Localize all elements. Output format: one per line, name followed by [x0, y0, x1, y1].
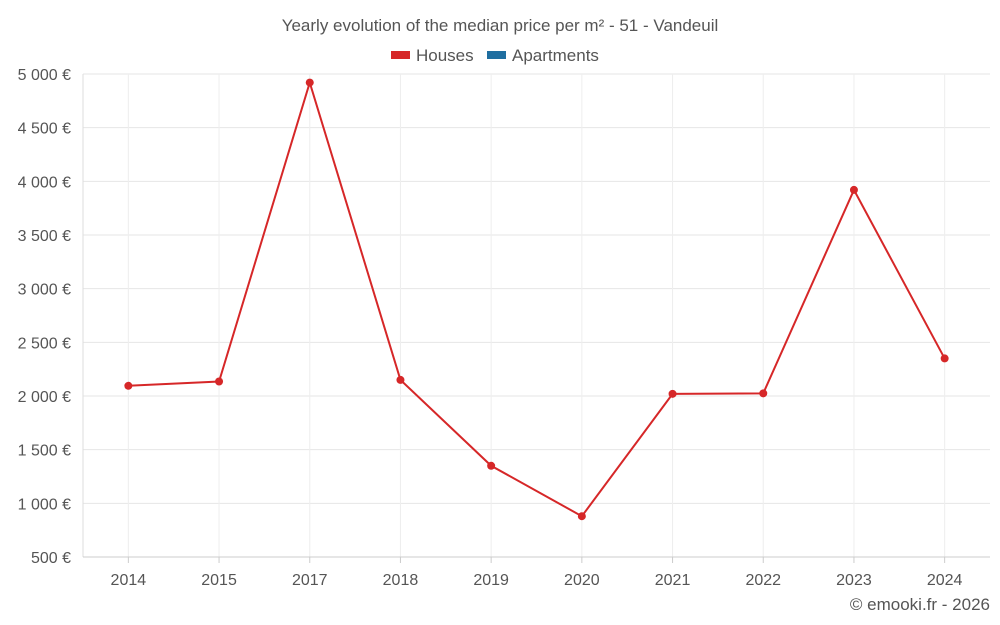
- y-tick-label: 3 000 €: [18, 282, 71, 299]
- y-tick-label: 2 000 €: [18, 389, 71, 406]
- y-tick-label: 2 500 €: [18, 335, 71, 352]
- x-tick-label: 2018: [383, 572, 419, 589]
- data-point[interactable]: [759, 389, 768, 398]
- data-point[interactable]: [849, 185, 858, 194]
- series-line-houses: [128, 79, 946, 518]
- data-point[interactable]: [577, 512, 586, 521]
- axes: 500 € 1 000 € 1 500 € 2 000 € 2 500 € 3 000 €…: [18, 67, 990, 589]
- data-point[interactable]: [940, 354, 949, 363]
- data-point[interactable]: [668, 389, 677, 398]
- y-tick-label: 3 500 €: [18, 228, 71, 245]
- y-tick-label: 4 000 €: [18, 174, 71, 191]
- legend-label-apartments: Apartments: [512, 46, 599, 65]
- legend-label-houses: Houses: [416, 46, 474, 65]
- data-point[interactable]: [487, 461, 496, 470]
- series-houses: [124, 78, 949, 521]
- x-tick-label: 2022: [745, 572, 781, 589]
- data-point[interactable]: [305, 78, 314, 87]
- y-tick-label: 1 000 €: [18, 496, 71, 513]
- x-tick-label: 2015: [201, 572, 237, 589]
- x-tick-label: 2024: [927, 572, 963, 589]
- chart-title: Yearly evolution of the median price per…: [282, 16, 719, 35]
- legend: Houses Apartments: [391, 46, 599, 65]
- legend-swatch-houses: [391, 51, 410, 59]
- data-point[interactable]: [396, 375, 405, 384]
- y-tick-label: 5 000 €: [18, 67, 71, 84]
- grid: [83, 73, 990, 558]
- x-tick-label: 2021: [655, 572, 691, 589]
- credit-text: © emooki.fr - 2026: [850, 595, 990, 614]
- data-point[interactable]: [124, 381, 133, 390]
- y-tick-label: 4 500 €: [18, 121, 71, 138]
- legend-item-houses[interactable]: Houses: [391, 46, 474, 65]
- x-tick-label: 2014: [111, 572, 147, 589]
- x-tick-label: 2023: [836, 572, 872, 589]
- x-tick-label: 2020: [564, 572, 600, 589]
- legend-item-apartments[interactable]: Apartments: [487, 46, 599, 65]
- data-point[interactable]: [215, 377, 224, 386]
- legend-swatch-apartments: [487, 51, 506, 59]
- y-tick-label: 500 €: [31, 550, 71, 567]
- x-tick-label: 2017: [292, 572, 328, 589]
- x-tick-label: 2019: [473, 572, 509, 589]
- y-tick-label: 1 500 €: [18, 443, 71, 460]
